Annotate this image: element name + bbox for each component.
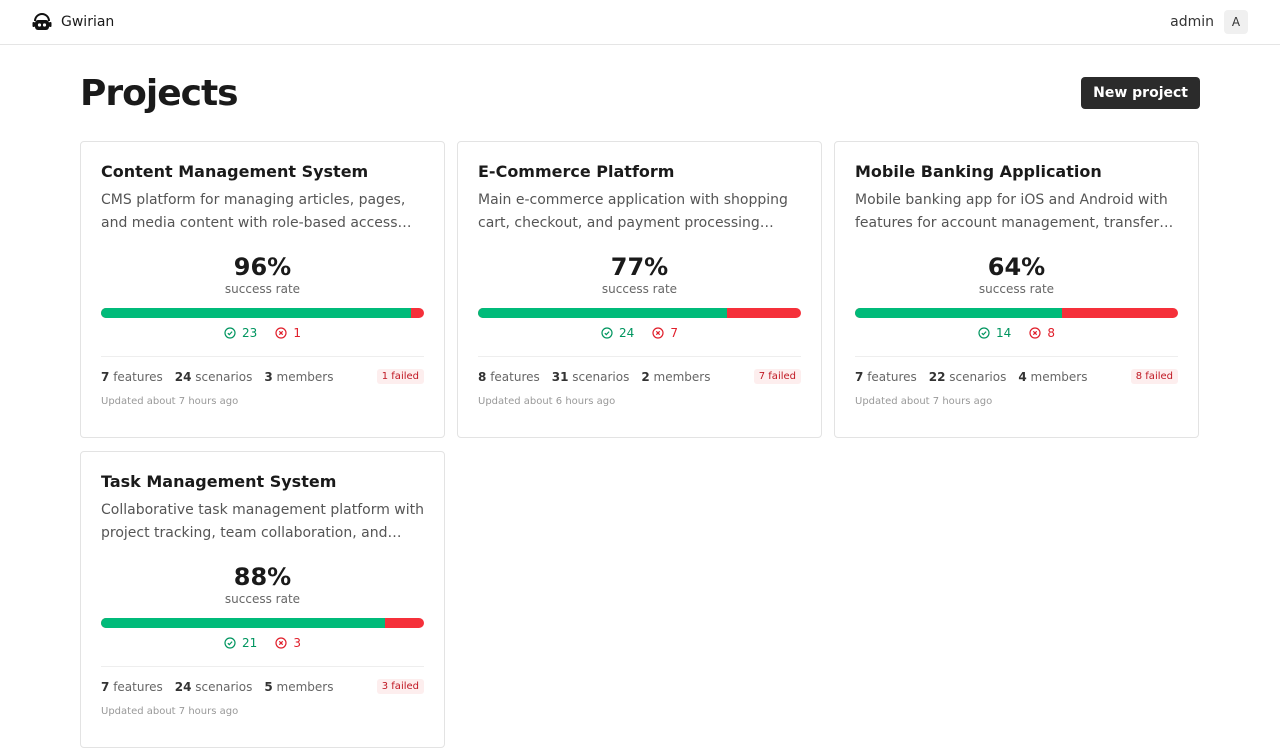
success-bar [101,618,424,628]
check-circle-icon [224,637,236,649]
updated-time: Updated about 7 hours ago [101,396,239,407]
scenarios-count: 22 scenarios [928,369,1007,384]
failed-badge: 1 failed [376,369,424,384]
success-bar-fill [855,308,1062,318]
success-bar-fill [478,308,727,318]
failed-badge: 7 failed [753,369,801,384]
success-bar [101,308,424,318]
brand-name: Gwirian [61,14,115,30]
success-rate: 88% [233,563,292,591]
success-rate: 64% [987,253,1046,281]
success-bar-fill [101,308,412,318]
project-title[interactable]: Mobile Banking Application [855,162,1102,181]
members-count: 5 members [264,679,334,694]
check-circle-icon [224,327,236,339]
features-count: 7 features [855,369,917,384]
features-count: 7 features [101,369,163,384]
updated-time: Updated about 6 hours ago [478,396,616,407]
success-rate-label: success rate [224,592,301,606]
new-project-button[interactable]: New project [1081,77,1200,109]
passed-count: 23 [224,326,257,340]
project-card[interactable]: Task Management System Collaborative tas… [80,451,445,748]
divider [101,666,424,667]
project-card[interactable]: Mobile Banking Application Mobile bankin… [834,141,1199,438]
project-description: CMS platform for managing articles, page… [101,192,406,231]
failed-badge: 3 failed [376,679,424,694]
divider [855,356,1178,357]
passed-count: 21 [224,636,257,650]
failed-count: 8 [1029,326,1055,340]
success-bar [855,308,1178,318]
top-bar: Gwirian admin A [0,0,1280,45]
failed-count: 7 [652,326,678,340]
failed-count: 1 [275,326,301,340]
check-circle-icon [978,327,990,339]
project-description: Mobile banking app for iOS and Android w… [855,192,1171,231]
x-circle-icon [1029,327,1041,339]
members-count: 4 members [1018,369,1088,384]
scenarios-count: 24 scenarios [174,369,253,384]
x-circle-icon [652,327,664,339]
scenarios-count: 31 scenarios [551,369,630,384]
passed-count: 24 [601,326,634,340]
robot-logo-icon [32,13,52,30]
divider [478,356,801,357]
x-circle-icon [275,327,287,339]
project-description: Collaborative task management platform w… [101,502,424,541]
divider [101,356,424,357]
check-circle-icon [601,327,613,339]
project-title[interactable]: E-Commerce Platform [478,162,675,181]
updated-time: Updated about 7 hours ago [101,706,239,717]
members-count: 3 members [264,369,334,384]
project-card[interactable]: Content Management System CMS platform f… [80,141,445,438]
features-count: 7 features [101,679,163,694]
project-title[interactable]: Task Management System [101,472,337,491]
success-rate-label: success rate [224,282,301,296]
failed-count: 3 [275,636,301,650]
scenarios-count: 24 scenarios [174,679,253,694]
project-grid: Content Management System CMS platform f… [80,141,1200,748]
passed-count: 14 [978,326,1011,340]
updated-time: Updated about 7 hours ago [855,396,993,407]
success-bar [478,308,801,318]
project-card[interactable]: E-Commerce Platform Main e-commerce appl… [457,141,822,438]
x-circle-icon [275,637,287,649]
brand-link[interactable]: Gwirian [32,13,114,31]
project-title[interactable]: Content Management System [101,162,369,181]
project-description: Main e-commerce application with shoppin… [478,192,788,231]
features-count: 8 features [478,369,540,384]
page-title: Projects [80,72,239,114]
avatar[interactable]: A [1224,10,1248,34]
username: admin [1170,14,1214,30]
members-count: 2 members [641,369,711,384]
success-bar-fill [101,618,386,628]
success-rate-label: success rate [978,282,1055,296]
success-rate: 77% [610,253,669,281]
failed-badge: 8 failed [1130,369,1178,384]
user-menu[interactable]: admin A [1170,10,1248,34]
success-rate-label: success rate [601,282,678,296]
success-rate: 96% [233,253,292,281]
